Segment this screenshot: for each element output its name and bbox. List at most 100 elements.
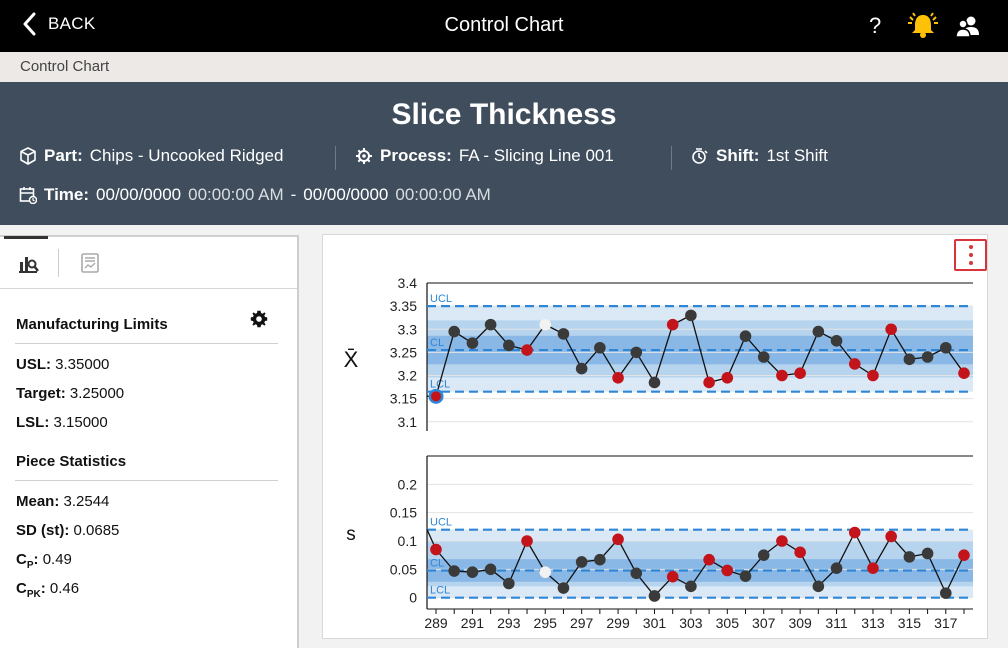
y-tick-label: 3.3 xyxy=(398,321,418,337)
y-tick-label: 3.25 xyxy=(390,344,417,360)
lsl-stat: LSL: 3.15000 xyxy=(16,414,108,431)
divider xyxy=(15,480,278,481)
selected-point xyxy=(431,391,441,402)
mean-label: Mean: xyxy=(16,493,60,510)
kebab-dot xyxy=(968,245,973,249)
out-of-control-point xyxy=(703,376,715,389)
active-tab-indicator xyxy=(4,236,48,239)
cp-label-sub: P xyxy=(26,560,34,571)
s-axis-label: s xyxy=(346,524,356,545)
out-of-control-point xyxy=(612,372,624,384)
x-tick-label: 289 xyxy=(424,615,448,631)
out-of-control-point xyxy=(958,549,970,561)
settings-gear-icon[interactable] xyxy=(250,310,268,328)
lsl-label: LSL: xyxy=(16,414,50,431)
tab-report[interactable] xyxy=(70,245,110,281)
data-point xyxy=(448,565,461,577)
chevron-left-icon xyxy=(23,12,36,36)
time-end-clock: 00:00:00 AM xyxy=(395,185,491,204)
time-info: Time: 00/00/0000 00:00:00 AM - 00/00/000… xyxy=(19,185,491,205)
out-of-control-point xyxy=(521,535,533,547)
kebab-dot xyxy=(968,253,973,257)
s-series-line xyxy=(435,531,965,597)
cp-label-colon: : xyxy=(33,551,39,568)
y-tick-label: 0.15 xyxy=(390,505,417,521)
kebab-dot xyxy=(968,261,973,265)
data-point xyxy=(648,590,661,602)
out-of-control-point xyxy=(848,358,861,370)
sd-value: 0.0685 xyxy=(73,522,120,539)
alarm-bell-icon[interactable] xyxy=(904,11,942,39)
top-bar: BACK Control Chart ? xyxy=(0,0,1008,52)
x-tick-label: 293 xyxy=(497,615,521,631)
out-of-control-point xyxy=(612,533,624,546)
chart-inspect-icon xyxy=(19,257,39,273)
y-tick-label: 0.1 xyxy=(398,533,418,549)
breadcrumb: Control Chart xyxy=(0,52,1008,82)
out-of-control-point xyxy=(721,564,734,577)
usl-value: 3.35000 xyxy=(55,356,110,373)
data-point xyxy=(466,337,479,349)
xbar-chart: 3.1 3.15 3.2 3.25 3.3 3.35 3.4 UCL CL LCL X̄ xyxy=(344,275,973,431)
time-start-clock: 00:00:00 AM xyxy=(188,185,284,204)
part-value: Chips - Uncooked Ridged xyxy=(89,146,284,165)
chart-header: Slice Thickness Part: Chips - Uncooked R… xyxy=(0,82,1008,225)
x-tick-label: 315 xyxy=(898,615,922,631)
cpk-value: 0.46 xyxy=(49,580,80,597)
data-point xyxy=(739,570,752,582)
sd-label: SD (st): xyxy=(16,522,70,539)
cl-label: CL xyxy=(430,337,444,349)
x-tick-label: 309 xyxy=(788,615,812,631)
time-start-date: 00/00/0000 xyxy=(96,185,182,204)
tab-statistics[interactable] xyxy=(8,245,48,281)
divider xyxy=(335,146,336,170)
data-point xyxy=(903,353,916,366)
divider xyxy=(671,146,672,170)
out-of-control-point xyxy=(867,562,879,574)
target-stat: Target: 3.25000 xyxy=(16,385,124,402)
out-of-control-point xyxy=(794,546,806,559)
process-value: FA - Slicing Line 001 xyxy=(458,146,614,165)
x-tick-label: 297 xyxy=(570,615,594,631)
data-point xyxy=(630,567,643,580)
x-tick-label: 295 xyxy=(534,615,558,631)
cp-label-main: C xyxy=(16,551,27,568)
more-options-button[interactable] xyxy=(954,239,987,271)
cp-stat: CP: 0.49 xyxy=(16,551,72,571)
mean-stat: Mean: 3.2544 xyxy=(16,493,109,510)
x-tick-label: 291 xyxy=(461,615,485,631)
ucl-label: UCL xyxy=(430,517,452,529)
y-tick-label: 3.4 xyxy=(398,275,418,291)
help-icon[interactable]: ? xyxy=(869,13,882,38)
users-icon[interactable] xyxy=(956,14,980,38)
shift-info: Shift: 1st Shift xyxy=(691,146,828,166)
data-point xyxy=(503,577,515,590)
breadcrumb-item[interactable]: Control Chart xyxy=(20,58,110,75)
data-point xyxy=(484,563,497,576)
calendar-icon xyxy=(19,187,37,204)
process-info: Process: FA - Slicing Line 001 xyxy=(355,146,614,166)
mean-value: 3.2544 xyxy=(63,493,110,510)
shift-clock-icon xyxy=(692,148,708,164)
out-of-control-point xyxy=(666,570,679,583)
cpk-label-sub: PK xyxy=(26,589,41,600)
x-tick-label: 317 xyxy=(934,615,958,631)
x-tick-label: 299 xyxy=(606,615,630,631)
x-tick-label: 307 xyxy=(752,615,776,631)
out-of-control-point xyxy=(721,372,734,384)
out-of-control-point xyxy=(666,318,679,331)
target-label: Target: xyxy=(16,385,66,402)
statistics-panel: Manufacturing Limits USL: 3.35000 Target… xyxy=(0,235,299,648)
manufacturing-limits-title: Manufacturing Limits xyxy=(16,316,168,333)
data-point xyxy=(594,341,606,354)
data-point xyxy=(594,553,606,566)
data-point xyxy=(575,556,588,568)
out-of-control-point xyxy=(794,367,806,379)
back-button[interactable]: BACK xyxy=(22,12,96,36)
app-title: Control Chart xyxy=(444,14,564,36)
excluded-point xyxy=(539,566,552,578)
data-point xyxy=(448,325,461,338)
lcl-label: LCL xyxy=(430,585,450,597)
out-of-control-point xyxy=(885,323,897,336)
back-label: BACK xyxy=(48,14,96,33)
